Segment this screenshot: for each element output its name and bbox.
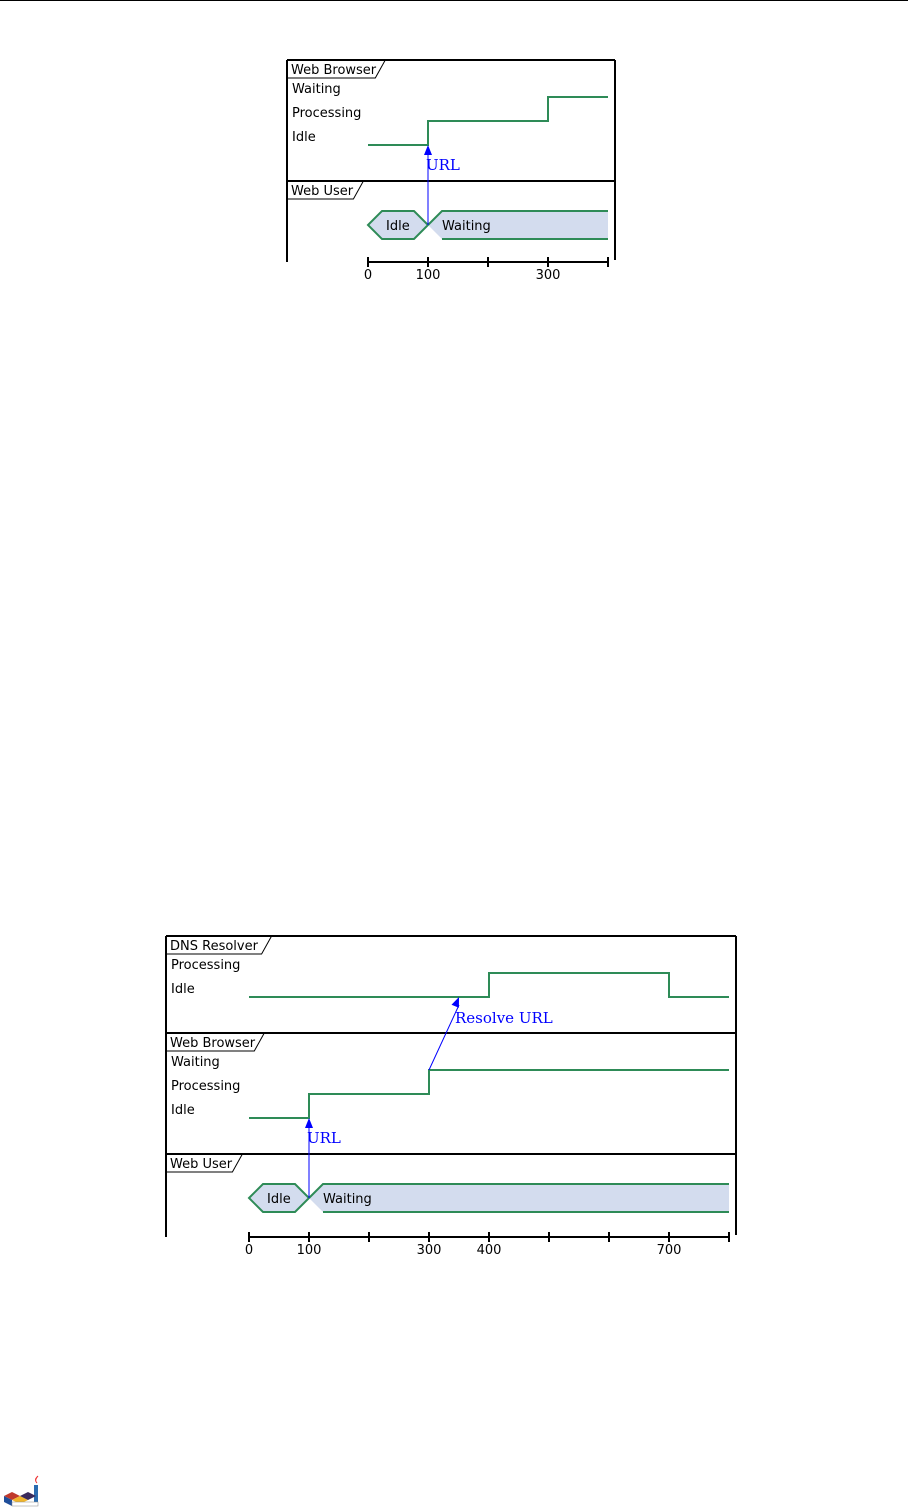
state-label: Waiting bbox=[292, 82, 341, 97]
state-fill bbox=[368, 211, 428, 239]
state-fill bbox=[309, 1184, 729, 1212]
arrowhead-icon bbox=[451, 997, 459, 1008]
time-axis: 0 100 300 bbox=[364, 257, 609, 283]
state-label: Idle bbox=[292, 130, 316, 145]
state-outline bbox=[308, 1183, 729, 1213]
message-label: Resolve URL bbox=[455, 1009, 553, 1027]
state-label: Processing bbox=[171, 1079, 240, 1094]
participant-tab bbox=[166, 935, 273, 955]
message-line bbox=[428, 1004, 460, 1071]
axis-tick-label: 100 bbox=[416, 268, 441, 283]
state-label: Processing bbox=[171, 958, 240, 973]
axis-tick-label: 0 bbox=[245, 1243, 253, 1258]
time-axis: 0 100 300 400 700 bbox=[245, 1232, 730, 1258]
state-label: Idle bbox=[171, 1103, 195, 1118]
axis-tick-label: 300 bbox=[536, 268, 561, 283]
message-label: URL bbox=[307, 1129, 341, 1147]
participant-name: DNS Resolver bbox=[170, 939, 259, 954]
participant-tab bbox=[287, 180, 364, 200]
state-label: Waiting bbox=[171, 1055, 220, 1070]
state-outline bbox=[427, 210, 608, 240]
state-line bbox=[249, 972, 729, 998]
state-line bbox=[368, 96, 608, 146]
participant-tab bbox=[287, 59, 386, 79]
message-arrow: URL bbox=[305, 1118, 341, 1198]
plantuml-logo-icon bbox=[2, 1472, 42, 1508]
participant-web-user: Web User Idle Waiting bbox=[287, 180, 608, 240]
participant-dns-resolver: DNS Resolver Processing Idle bbox=[166, 935, 729, 998]
state-label: Idle bbox=[386, 219, 410, 234]
arrowhead-icon bbox=[305, 1118, 313, 1128]
arrowhead-icon bbox=[424, 145, 432, 155]
participant-name: Web Browser bbox=[291, 63, 377, 78]
participant-web-user: Web User Idle Waiting bbox=[166, 1153, 729, 1213]
participant-tab bbox=[166, 1032, 265, 1052]
state-label: Processing bbox=[292, 106, 361, 121]
participant-web-browser: Web Browser Waiting Processing Idle bbox=[287, 59, 608, 146]
state-label: Idle bbox=[171, 982, 195, 997]
message-arrow: Resolve URL bbox=[428, 997, 553, 1071]
axis-tick-label: 100 bbox=[297, 1243, 322, 1258]
participant-name: Web Browser bbox=[170, 1036, 256, 1051]
participant-tab bbox=[166, 1153, 243, 1173]
participant-name: Web User bbox=[170, 1157, 233, 1172]
participant-web-browser: Web Browser Waiting Processing Idle bbox=[166, 1032, 729, 1119]
axis-tick-label: 300 bbox=[417, 1243, 442, 1258]
timing-diagram-2: DNS Resolver Processing Idle Web Browser Wai… bbox=[165, 935, 737, 1258]
state-label: Waiting bbox=[323, 1192, 372, 1207]
state-fill bbox=[249, 1184, 309, 1212]
participant-name: Web User bbox=[291, 184, 354, 199]
state-label: Idle bbox=[267, 1192, 291, 1207]
state-label: Waiting bbox=[442, 219, 491, 234]
message-arrow: URL bbox=[424, 145, 460, 225]
state-line bbox=[249, 1069, 729, 1119]
axis-tick-label: 700 bbox=[657, 1243, 682, 1258]
axis-tick-label: 0 bbox=[364, 268, 372, 283]
message-label: URL bbox=[426, 156, 460, 174]
state-fill bbox=[428, 211, 608, 239]
page-top-rule bbox=[0, 0, 908, 1]
axis-tick-label: 400 bbox=[477, 1243, 502, 1258]
